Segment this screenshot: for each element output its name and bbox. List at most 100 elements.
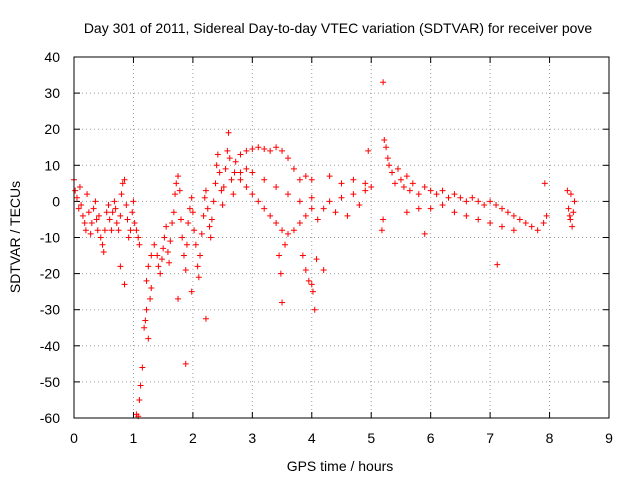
data-point: [350, 176, 357, 183]
data-point: [267, 147, 274, 154]
data-point: [493, 202, 500, 209]
data-point: [475, 216, 482, 223]
data-point: [475, 198, 482, 205]
data-point: [90, 205, 97, 212]
data-point: [296, 198, 303, 205]
data-point: [97, 234, 104, 241]
data-point: [243, 165, 250, 172]
data-point: [115, 227, 122, 234]
data-point: [308, 205, 315, 212]
data-point: [381, 137, 388, 144]
data-point: [277, 270, 284, 277]
data-point: [206, 223, 213, 230]
data-point: [101, 227, 108, 234]
data-point: [314, 216, 321, 223]
data-point: [279, 147, 286, 154]
data-point: [135, 234, 142, 241]
data-point: [94, 227, 101, 234]
data-point: [93, 216, 100, 223]
data-point: [350, 191, 357, 198]
y-tick-label: -40: [40, 338, 60, 354]
chart-title: Day 301 of 2011, Sidereal Day-to-day VTE…: [84, 20, 593, 36]
data-point: [494, 261, 501, 268]
data-point: [249, 191, 256, 198]
data-point: [290, 165, 297, 172]
data-point: [421, 230, 428, 237]
x-tick-label: 0: [70, 430, 78, 446]
data-point: [338, 194, 345, 201]
data-point: [540, 220, 547, 227]
data-point: [392, 180, 398, 187]
data-point: [111, 198, 118, 205]
data-point: [137, 382, 144, 389]
data-point: [276, 252, 283, 259]
x-tick-label: 5: [367, 430, 375, 446]
x-tick-label: 3: [248, 430, 256, 446]
data-point: [172, 191, 179, 198]
data-point: [109, 209, 116, 216]
data-point: [308, 194, 315, 201]
data-point: [386, 162, 393, 169]
data-point: [362, 187, 369, 194]
data-point: [202, 315, 209, 322]
data-point: [309, 288, 316, 295]
data-point: [81, 220, 88, 227]
data-point: [415, 205, 422, 212]
data-point: [164, 248, 171, 255]
data-point: [204, 205, 211, 212]
data-point: [185, 220, 192, 227]
data-points: [71, 79, 578, 420]
data-point: [365, 147, 372, 154]
data-point: [139, 364, 146, 371]
data-point: [208, 216, 215, 223]
data-point: [72, 187, 79, 194]
data-point: [210, 198, 217, 205]
data-point: [228, 176, 235, 183]
data-point: [117, 212, 124, 219]
data-point: [220, 183, 227, 190]
data-point: [457, 194, 464, 201]
x-tick-label: 6: [427, 430, 435, 446]
data-point: [427, 205, 434, 212]
data-point: [192, 241, 199, 248]
data-point: [311, 306, 318, 313]
data-point: [92, 198, 99, 205]
data-point: [119, 180, 126, 187]
data-point: [214, 151, 221, 158]
data-point: [195, 274, 202, 281]
data-point: [85, 209, 92, 216]
data-point: [186, 205, 193, 212]
data-point: [285, 155, 291, 162]
data-point: [173, 180, 180, 187]
y-tick-label: 40: [44, 49, 60, 65]
data-point: [320, 266, 327, 273]
data-point: [421, 183, 428, 190]
data-point: [124, 216, 131, 223]
data-point: [273, 144, 280, 151]
data-point: [302, 266, 309, 273]
x-tick-label: 7: [486, 430, 494, 446]
data-point: [200, 212, 207, 219]
x-axis-label: GPS time / hours: [287, 458, 394, 474]
data-point: [516, 216, 523, 223]
data-point: [118, 191, 125, 198]
data-point: [487, 198, 494, 205]
data-point: [389, 169, 396, 176]
data-point: [154, 252, 161, 259]
data-point: [344, 212, 351, 219]
data-point: [487, 220, 494, 227]
data-point: [255, 144, 262, 151]
data-point: [296, 176, 303, 183]
data-point: [237, 176, 244, 183]
data-point: [143, 277, 150, 284]
y-tick-label: 0: [52, 193, 60, 209]
data-point: [313, 256, 320, 263]
data-point: [133, 227, 140, 234]
data-point: [145, 263, 152, 270]
data-point: [302, 212, 309, 219]
data-point: [117, 263, 124, 270]
data-point: [510, 227, 517, 234]
data-point: [224, 147, 231, 154]
data-point: [567, 191, 574, 198]
data-point: [469, 194, 476, 201]
